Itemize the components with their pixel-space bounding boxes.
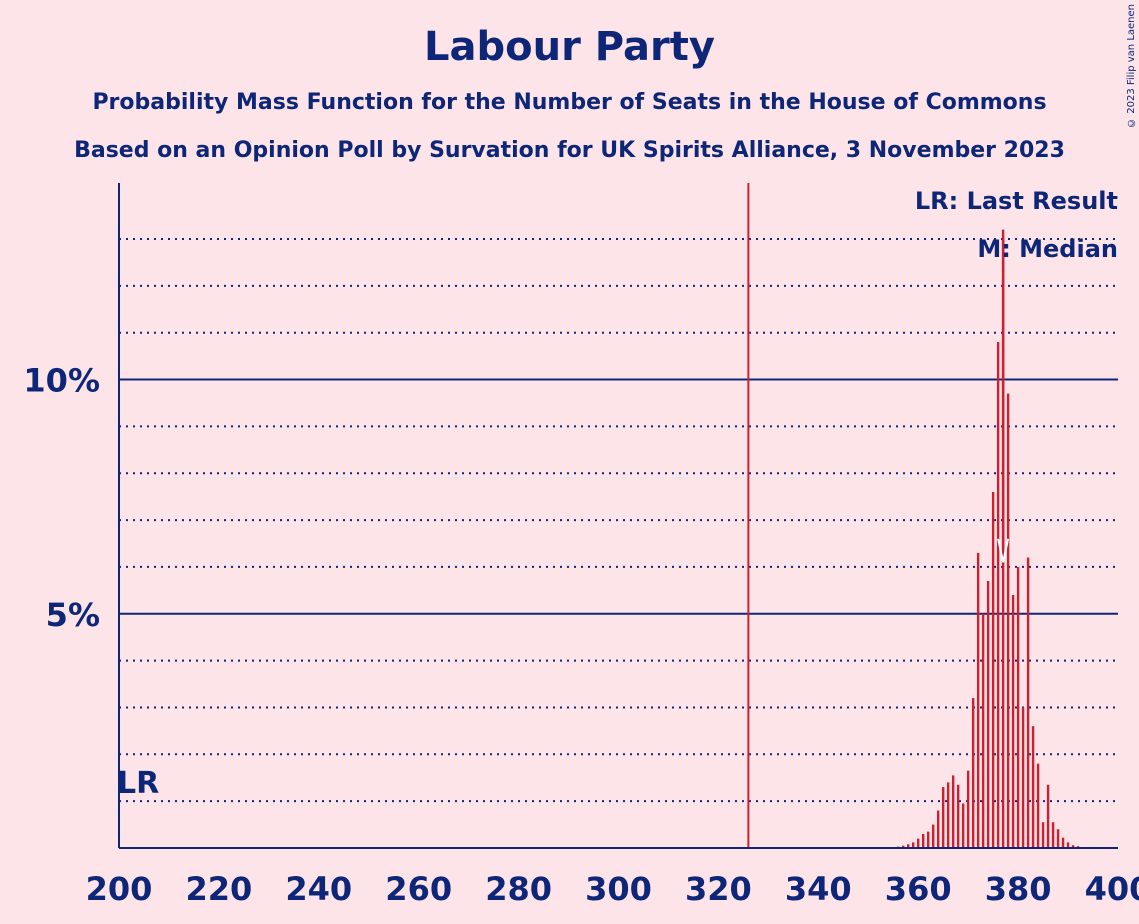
x-tick-label: 300: [585, 870, 652, 908]
pmf-bar: [1056, 829, 1060, 848]
pmf-bar: [941, 787, 945, 848]
chart-subtitle-pmf: Probability Mass Function for the Number…: [92, 90, 1047, 115]
x-tick-label: 360: [885, 870, 952, 908]
pmf-bar: [986, 580, 990, 848]
pmf-bar: [1006, 393, 1010, 848]
last-result-label: LR: [117, 766, 159, 801]
pmf-bar: [951, 775, 955, 848]
pmf-bar: [1016, 566, 1020, 848]
pmf-bar: [1031, 726, 1035, 848]
legend-last-result: LR: Last Result: [915, 187, 1118, 215]
pmf-bar: [971, 698, 975, 848]
pmf-bar: [1036, 763, 1040, 848]
pmf-bar: [976, 552, 980, 848]
chart-title: Labour Party: [424, 24, 715, 70]
pmf-bar: [1011, 595, 1015, 848]
y-tick-label: 10%: [23, 362, 100, 400]
pmf-bar: [921, 833, 925, 848]
pmf-bar: [966, 770, 970, 848]
pmf-bar: [946, 782, 950, 848]
pmf-bar: [956, 784, 960, 848]
x-tick-label: 200: [86, 870, 153, 908]
pmf-bar: [1051, 822, 1055, 848]
x-tick-label: 220: [186, 870, 253, 908]
x-tick-label: 260: [385, 870, 452, 908]
median-marker-arrow: [997, 538, 1010, 563]
pmf-bar: [902, 845, 905, 848]
pmf-bar: [912, 842, 915, 848]
x-tick-label: 320: [685, 870, 752, 908]
pmf-bar: [1041, 822, 1045, 848]
pmf-bar: [1021, 707, 1025, 848]
x-tick-label: 380: [985, 870, 1052, 908]
pmf-bar: [926, 831, 930, 848]
legend-median: M: Median: [977, 235, 1118, 263]
chart-subtitle-poll: Based on an Opinion Poll by Survation fo…: [74, 138, 1065, 163]
pmf-bar: [936, 810, 940, 848]
pmf-bar: [1026, 557, 1030, 848]
pmf-bar: [1046, 784, 1050, 848]
x-tick-label: 400: [1085, 870, 1139, 908]
pmf-bar: [961, 803, 965, 848]
pmf-bar: [1071, 845, 1075, 848]
pmf-bar: [1066, 842, 1070, 848]
x-tick-label: 340: [785, 870, 852, 908]
pmf-bar: [996, 342, 1000, 848]
x-tick-label: 240: [285, 870, 352, 908]
y-tick-label: 5%: [46, 596, 100, 634]
x-tick-label: 280: [485, 870, 552, 908]
pmf-bar: [991, 491, 995, 848]
pmf-bar: [917, 838, 920, 848]
pmf-bar: [981, 613, 985, 848]
pmf-bar: [907, 844, 910, 848]
pmf-bar: [931, 824, 935, 848]
pmf-bar: [1061, 837, 1065, 848]
